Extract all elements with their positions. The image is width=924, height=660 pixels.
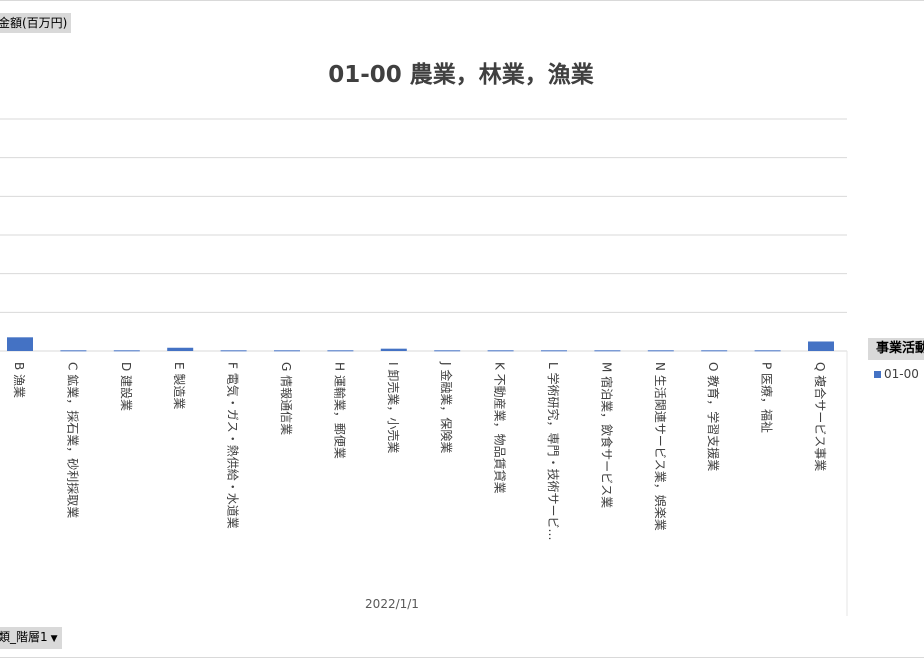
category-label: P 医療，福祉 [760, 362, 775, 433]
category-label: I 卸売業，小売業 [386, 362, 401, 453]
category-label: C 鉱業，採石業，砂利採取業 [65, 362, 80, 518]
bar[interactable] [434, 350, 461, 352]
bottom-border [0, 657, 924, 658]
dropdown-arrow-icon: ▼ [50, 634, 58, 644]
category-label: K 不動産業，物品賃貸業 [493, 362, 508, 494]
legend-swatch [874, 371, 881, 378]
x-axis-title: 2022/1/1 [365, 597, 419, 611]
bar[interactable] [380, 348, 407, 351]
gridlines [0, 118, 848, 616]
axis-field-label: 類_階層1 [0, 630, 48, 644]
bar[interactable] [327, 350, 354, 352]
category-label: N 生活関連サービス業，娯楽業 [653, 362, 667, 531]
category-label: D 建設業 [119, 362, 134, 411]
bar[interactable] [754, 350, 781, 352]
bar[interactable] [220, 350, 247, 352]
legend-entry: 01-00 [874, 367, 919, 381]
top-border [0, 0, 924, 1]
category-label: L 学術研究，専門・技術サービ… [546, 362, 561, 541]
legend-field-button[interactable]: 事業活動 [868, 338, 924, 360]
bar[interactable] [7, 337, 33, 351]
bar[interactable] [647, 350, 674, 352]
bar[interactable] [60, 350, 87, 352]
bar[interactable] [594, 350, 621, 352]
category-label: G 情報通信業 [279, 362, 293, 435]
value-field-button[interactable]: 金額(百万円) [0, 13, 72, 33]
bar[interactable] [167, 347, 194, 351]
category-label: O 教育，学習支援業 [706, 362, 721, 471]
legend-label: 01-00 [884, 367, 919, 381]
category-label: J 金融業，保険業 [439, 361, 454, 453]
category-label: Q 複合サービス事業 [813, 362, 828, 471]
bar[interactable] [808, 341, 834, 351]
category-label: F 電気・ガス・熱供給・水道業 [226, 362, 241, 529]
bars [7, 337, 834, 352]
category-label: E 製造業 [172, 362, 186, 409]
category-label: B 漁業 [12, 362, 26, 398]
bar[interactable] [274, 350, 300, 352]
bar[interactable] [701, 350, 728, 352]
category-label: M 宿泊業，飲食サービス業 [599, 362, 614, 508]
bar[interactable] [487, 350, 514, 352]
bar[interactable] [113, 350, 140, 352]
bar[interactable] [541, 350, 567, 352]
category-label: H 運輸業，郵便業 [332, 362, 347, 459]
axis-field-button[interactable]: 類_階層1 ▼ [0, 627, 62, 649]
category-labels: B 漁業 C 鉱業，採石業，砂利採取業 D 建設業 E 製造業 F 電気・ガス・熱供給・… [12, 361, 828, 541]
chart-title: 01-00 農業，林業，漁業 [328, 61, 595, 88]
